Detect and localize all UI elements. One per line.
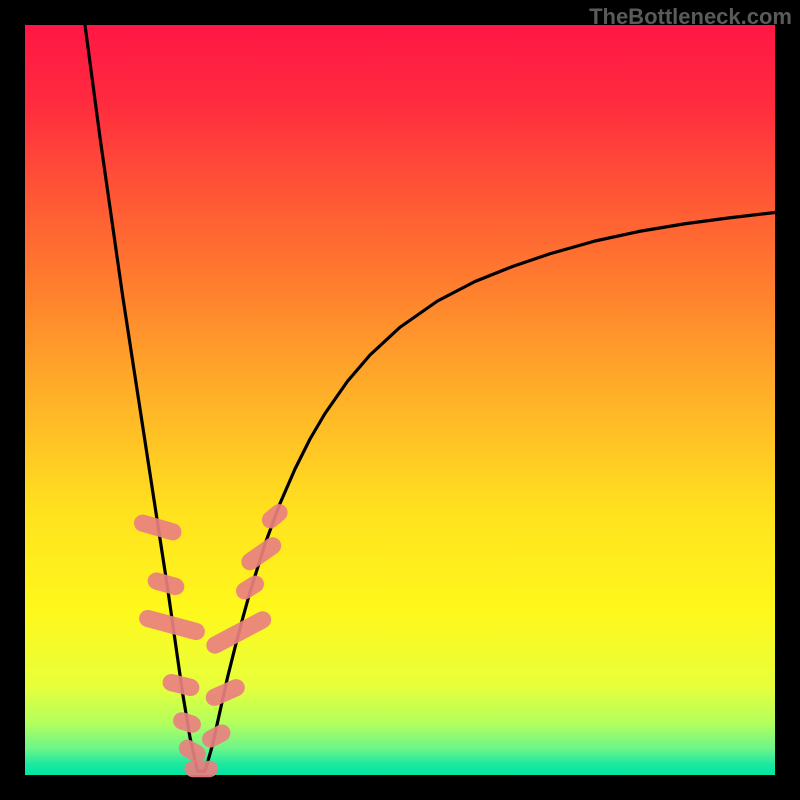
chart-container: TheBottleneck.com <box>0 0 800 800</box>
watermark-text: TheBottleneck.com <box>589 4 792 30</box>
valley-chart <box>0 0 800 800</box>
curve-marker <box>184 761 218 778</box>
